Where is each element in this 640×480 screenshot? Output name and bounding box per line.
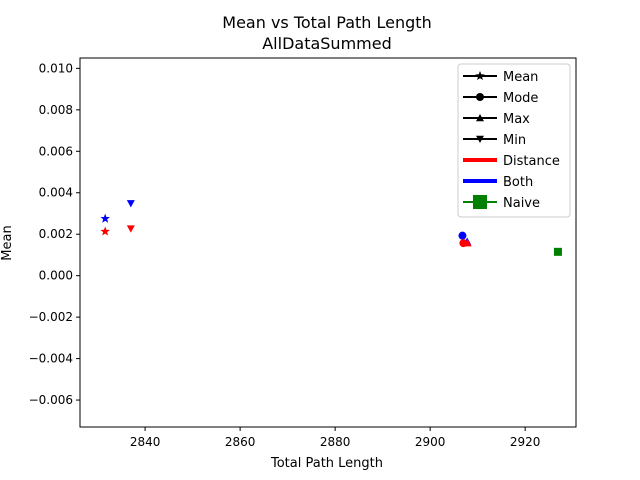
legend-marker (476, 114, 484, 122)
legend-label: Max (503, 112, 530, 127)
y-tick-label: −0.004 (29, 352, 73, 366)
legend: Mean Mode Max Min Distance Both Naive (457, 63, 571, 218)
x-tick-label: 2860 (225, 435, 256, 449)
x-tick-label: 2900 (415, 435, 446, 449)
data-point (100, 213, 110, 223)
y-tick-label: 0.002 (39, 227, 73, 241)
y-tick-label: 0.010 (39, 61, 73, 75)
legend-marker (476, 93, 484, 101)
legend-label: Naive (503, 196, 540, 211)
x-axis-ticks: 2840 2860 2880 2900 2920 (130, 427, 541, 449)
legend-marker (475, 71, 485, 81)
x-tick-label: 2840 (130, 435, 161, 449)
y-tick-label: 0.000 (39, 269, 73, 283)
chart-title: Mean vs Total Path Length (222, 13, 431, 32)
data-point (126, 200, 135, 208)
data-point (126, 225, 135, 233)
legend-label: Mean (503, 70, 538, 85)
plot-frame (79, 57, 577, 428)
y-tick-label: 0.008 (39, 103, 73, 117)
legend-label: Min (503, 133, 526, 148)
y-tick-label: 0.006 (39, 144, 73, 158)
y-tick-label: −0.006 (29, 393, 73, 407)
x-tick-label: 2880 (320, 435, 351, 449)
data-point (553, 247, 562, 256)
legend-marker (473, 195, 487, 209)
legend-label: Both (503, 175, 533, 190)
y-axis-ticks: −0.006 −0.004 −0.002 0.000 0.002 0.004 0.006 0.… (29, 61, 80, 407)
legend-box (457, 63, 571, 218)
legend-label: Distance (503, 154, 560, 169)
data-point (100, 226, 110, 236)
data-points (100, 200, 562, 256)
legend-marker (476, 135, 484, 143)
y-tick-label: 0.004 (39, 186, 73, 200)
x-axis-label: Total Path Length (270, 456, 383, 471)
legend-label: Mode (503, 91, 538, 106)
chart-subtitle: AllDataSummed (262, 34, 392, 53)
data-point (463, 239, 472, 247)
y-axis-label: Mean (0, 225, 15, 260)
data-point (458, 231, 467, 240)
y-tick-label: −0.002 (29, 310, 73, 324)
x-tick-label: 2920 (510, 435, 541, 449)
